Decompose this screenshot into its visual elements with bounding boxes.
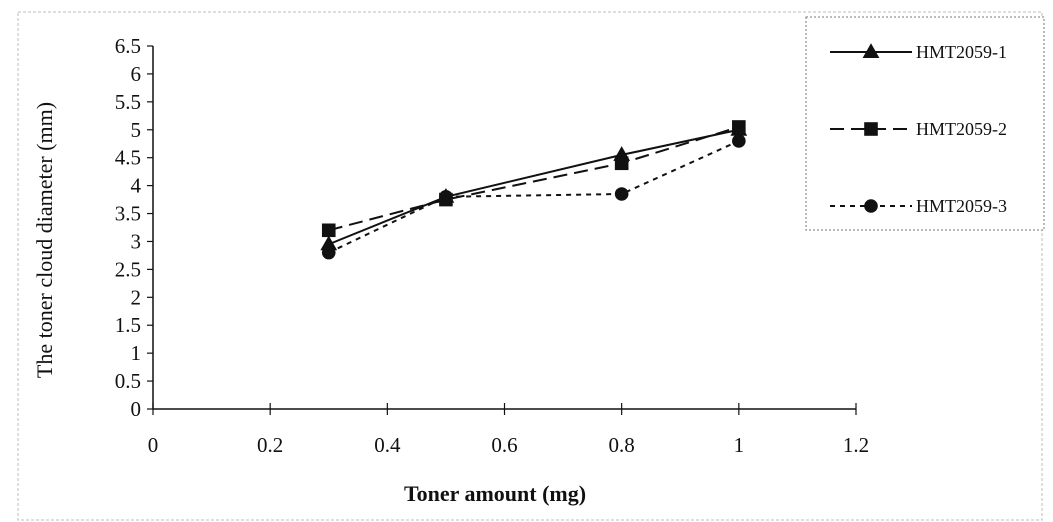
axes: 0 0.5 1 1.5 2 2.5 3 3.5 4 4.5 5 5.5 6 6.5 0 0.2 0.4 0.6 0.… (115, 34, 869, 457)
legend-items: HMT2059-1 HMT2059-2 HMT2059-3 (830, 42, 1007, 216)
legend-item: HMT2059-3 (830, 196, 1007, 216)
series-hmt2059-3 (321, 134, 746, 260)
y-tick-label: 4 (131, 174, 142, 198)
series-hmt2059-1 (320, 120, 748, 251)
legend-marker-swatch (864, 122, 878, 136)
series-line (328, 126, 740, 232)
y-tick-label: 2.5 (115, 257, 141, 281)
y-tick-label: 6.5 (115, 34, 141, 58)
x-tick-label: 1 (734, 433, 745, 457)
legend-label: HMT2059-2 (916, 119, 1007, 139)
chart-frame (17, 11, 1043, 521)
legend-marker-swatch (862, 43, 880, 58)
x-tick-label: 0 (148, 433, 159, 457)
y-tick-label: 6 (131, 62, 142, 86)
y-tick-label: 1 (131, 341, 142, 365)
legend-label: HMT2059-1 (916, 42, 1007, 62)
data-point (614, 187, 629, 201)
y-tick-label: 3.5 (115, 202, 141, 226)
series-line (328, 140, 740, 254)
x-axis-title: Toner amount (mg) (404, 481, 586, 506)
series-hmt2059-2 (321, 120, 746, 238)
y-axis-title: The toner cloud diameter (mm) (32, 102, 57, 378)
legend-item: HMT2059-1 (830, 42, 1007, 62)
legend-marker-swatch (864, 199, 878, 213)
y-tick-label: 2 (131, 285, 142, 309)
x-tick-label: 0.2 (257, 433, 283, 457)
data-point (614, 156, 629, 171)
y-tick-label: 0 (131, 397, 142, 421)
data-point (439, 189, 453, 204)
legend-label: HMT2059-3 (916, 196, 1007, 216)
y-tick-label: 4.5 (115, 146, 141, 170)
legend-item: HMT2059-2 (830, 119, 1007, 139)
y-tick-label: 0.5 (115, 369, 141, 393)
data-point (321, 245, 336, 260)
y-tick-label: 3 (131, 229, 142, 253)
y-tick-label: 1.5 (115, 313, 141, 337)
x-tick-label: 1.2 (843, 433, 869, 457)
y-tick-label: 5 (131, 118, 142, 142)
x-tick-label: 0.4 (374, 433, 401, 457)
series-line (328, 128, 740, 246)
legend: HMT2059-1 HMT2059-2 HMT2059-3 (805, 16, 1045, 231)
data-point (732, 120, 746, 134)
x-tick-label: 0.6 (491, 433, 517, 457)
y-tick-label: 5.5 (115, 90, 141, 114)
data-point (321, 223, 336, 238)
x-tick-label: 0.8 (609, 433, 635, 457)
series-group (320, 120, 748, 260)
data-point (732, 134, 746, 148)
data-point (320, 235, 338, 251)
